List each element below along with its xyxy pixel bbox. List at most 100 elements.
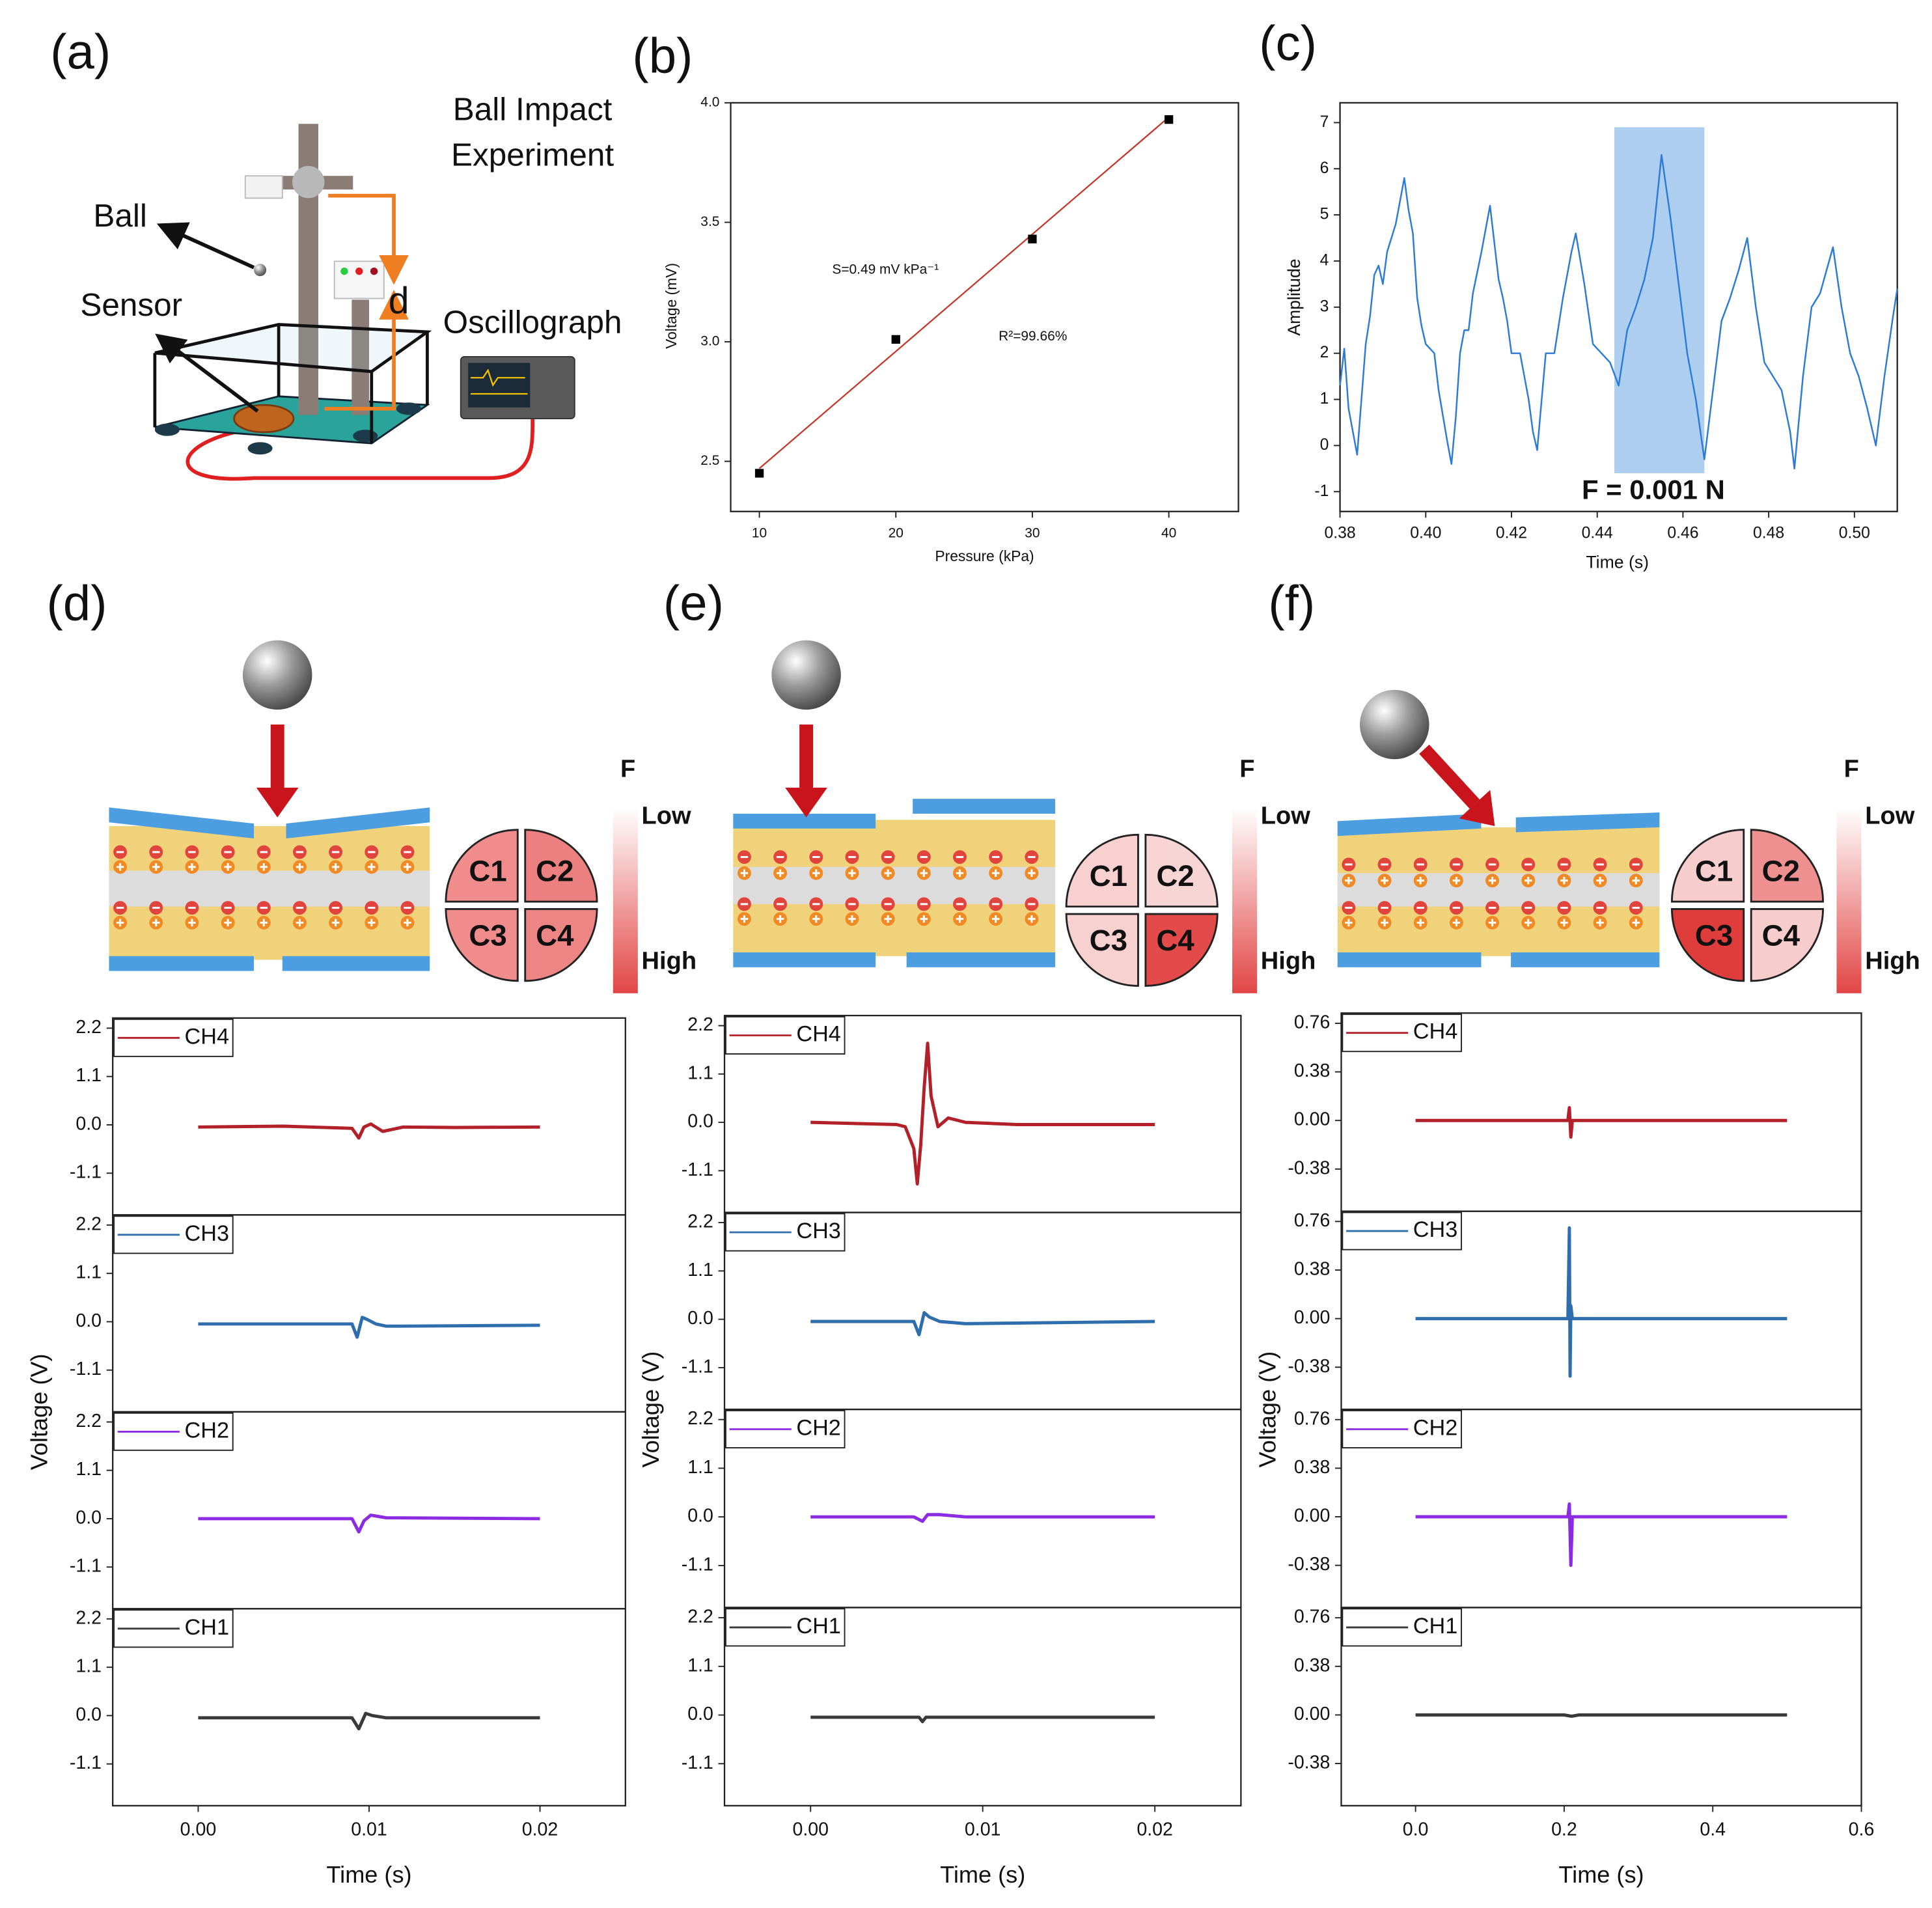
charge-sign [368, 919, 376, 927]
charge-sign [884, 869, 892, 877]
x-tick-label: 0.44 [1582, 525, 1613, 542]
charge-sign [188, 863, 196, 871]
x-tick-label: 0.01 [351, 1819, 387, 1840]
quadrant-label: C2 [1762, 854, 1800, 887]
force-arrow-head [256, 787, 299, 818]
legend-label: CH1 [796, 1614, 841, 1638]
y-tick-label: -1.1 [70, 1556, 102, 1577]
data-point [1028, 234, 1037, 243]
tank-foot [247, 442, 273, 455]
pointer [156, 222, 255, 270]
y-tick-label: 0.0 [687, 1506, 713, 1527]
charge-sign [116, 919, 124, 927]
data-line [810, 1311, 1155, 1336]
y-axis-label: Voltage (V) [637, 1351, 664, 1468]
data-line [1415, 1713, 1787, 1718]
quadrant-label: C1 [469, 854, 506, 887]
bottom-electrode [1337, 952, 1482, 967]
setup-label: Ball [93, 198, 146, 234]
y-tick-label: 0.76 [1294, 1210, 1331, 1231]
y-tick-label: 3.0 [700, 334, 719, 349]
plot-frame [1340, 1607, 1862, 1806]
quadrant [1750, 908, 1824, 982]
x-tick-label: 0.0 [1403, 1819, 1429, 1840]
x-tick-label: 0.4 [1700, 1819, 1726, 1840]
y-tick-label: 2.2 [76, 1017, 102, 1038]
legend-label: CH4 [796, 1022, 841, 1047]
force-arrow-head [1459, 790, 1495, 826]
bottom-electrode [282, 956, 430, 971]
y-tick-label: -1.1 [682, 1159, 713, 1180]
y-tick-label: 2.2 [76, 1607, 102, 1628]
quadrant [1144, 833, 1219, 908]
charge-sign [152, 863, 160, 871]
quadrant [445, 908, 519, 982]
charge-sign [152, 919, 160, 927]
y-tick-label: 0.00 [1294, 1307, 1331, 1328]
ball [771, 640, 841, 710]
charge-sign [1416, 876, 1424, 885]
y-tick-label: 0.76 [1294, 1408, 1331, 1429]
charge-sign [1345, 919, 1353, 927]
charge-sign [404, 919, 411, 927]
charge-sign [740, 869, 749, 877]
data-line [198, 1122, 540, 1140]
x-tick-label: 40 [1161, 526, 1176, 541]
data-line [1415, 1502, 1787, 1568]
panel-label: (e) [663, 575, 724, 631]
quadrant-label: C2 [1156, 859, 1194, 892]
y-tick-label: 1.1 [76, 1065, 102, 1086]
quadrant [1065, 833, 1139, 908]
legend-label: CH2 [185, 1418, 230, 1443]
scale-title: F [1239, 755, 1254, 782]
quadrant [1065, 913, 1139, 987]
charge-sign [1596, 919, 1604, 927]
quadrant [1671, 908, 1745, 982]
charge-sign [812, 869, 820, 877]
scale-title: F [620, 755, 635, 782]
scale-low: Low [1865, 803, 1914, 830]
data-point [891, 335, 900, 344]
x-tick-label: 10 [752, 526, 767, 541]
data-line [198, 1514, 540, 1534]
x-tick-label: 0.6 [1849, 1819, 1875, 1840]
quadrant [1671, 829, 1745, 903]
y-axis-label: Voltage (V) [25, 1353, 52, 1470]
legend-label: CH1 [185, 1615, 230, 1640]
quadrant [524, 829, 598, 903]
charge-sign [776, 915, 784, 923]
charge-sign [740, 915, 749, 923]
y-tick-label: -1.1 [70, 1752, 102, 1773]
panel-label: (d) [47, 575, 107, 631]
annotation: S=0.49 mV kPa⁻¹ [832, 262, 939, 277]
charge-sign [956, 915, 964, 923]
charge-sign [1381, 919, 1388, 927]
charge-sign [1560, 919, 1568, 927]
legend-label: CH3 [185, 1221, 230, 1246]
y-tick-label: 2.2 [687, 1607, 713, 1627]
y-tick-label: 0.00 [1294, 1109, 1331, 1130]
quadrant-label: C3 [1090, 924, 1127, 957]
top-electrode [733, 813, 876, 829]
tank-foot [396, 402, 421, 415]
setup-title: Ball Impact [453, 91, 613, 127]
setup-title: Experiment [451, 137, 614, 173]
y-tick-label: 2.5 [700, 453, 719, 468]
x-tick-label: 20 [889, 526, 904, 541]
y-tick-label: 7 [1320, 113, 1329, 131]
legend-label: CH2 [1413, 1416, 1458, 1441]
force-arrow-head [785, 787, 827, 818]
bottom-electrode [109, 956, 255, 971]
legend-label: CH3 [1413, 1217, 1458, 1242]
scope-screen [468, 363, 531, 408]
charge-sign [956, 869, 964, 877]
fit-line [758, 117, 1170, 469]
charge-sign [224, 919, 232, 927]
quadrant-label: C4 [536, 919, 574, 952]
bottom-electrode [906, 952, 1055, 967]
led [340, 267, 348, 275]
data-line [810, 1042, 1155, 1186]
y-tick-label: 1.1 [687, 1260, 713, 1280]
y-tick-label: 0.00 [1294, 1506, 1331, 1527]
